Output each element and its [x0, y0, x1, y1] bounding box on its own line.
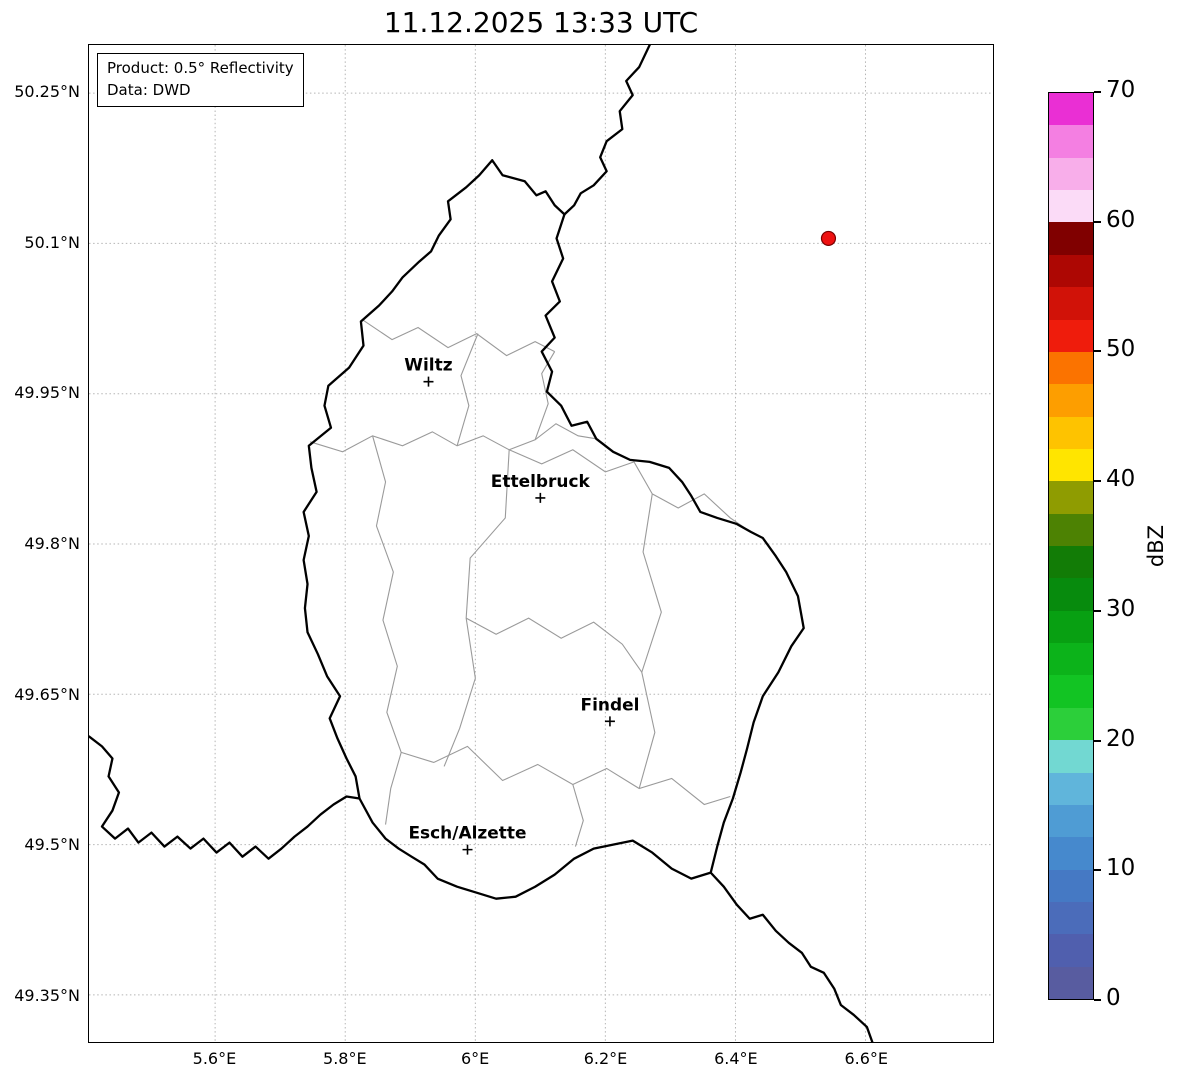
city-label: Wiltz — [404, 355, 452, 375]
colorbar-tick-mark — [1094, 609, 1101, 612]
canton-border — [651, 493, 752, 533]
colorbar-segment — [1049, 416, 1093, 449]
x-tick-label: 5.6°E — [192, 1049, 237, 1068]
y-tick-label: 49.95°N — [14, 383, 80, 403]
canton-border — [309, 431, 510, 453]
colorbar-segment — [1049, 448, 1093, 482]
colorbar-segment — [1049, 157, 1093, 191]
colorbar-segment — [1049, 610, 1093, 644]
colorbar-segment — [1049, 869, 1093, 902]
colorbar-tick-mark — [1094, 480, 1101, 483]
colorbar-segment — [1049, 513, 1093, 547]
map-plot-area: Wiltz Ettelbruck Findel Esch/Alzette Produc… — [88, 44, 994, 1043]
y-tick-label: 50.1°N — [24, 232, 80, 252]
colorbar-segment — [1049, 481, 1093, 514]
x-tick-label: 6°E — [461, 1049, 490, 1068]
colorbar-segment — [1049, 772, 1093, 805]
colorbar-tick-label: 30 — [1106, 595, 1136, 622]
colorbar-segment — [1049, 319, 1093, 352]
canton-border — [572, 784, 584, 847]
colorbar-segment — [1049, 740, 1093, 773]
canton-border — [465, 617, 643, 673]
city-marker — [462, 844, 473, 855]
colorbar-segment — [1049, 804, 1093, 838]
colorbar-segment — [1049, 125, 1093, 158]
colorbar-segment — [1049, 675, 1093, 708]
colorbar-segment — [1049, 93, 1093, 126]
colorbar-tick-label: 40 — [1106, 466, 1136, 493]
colorbar-unit-label: dBZ — [1144, 524, 1168, 568]
city-marker — [535, 492, 546, 503]
y-tick-label: 49.35°N — [14, 985, 80, 1005]
colorbar-segment — [1049, 901, 1093, 935]
colorbar-segment — [1049, 934, 1093, 967]
colorbar-tick-mark — [1094, 220, 1101, 223]
colorbar-tick-label: 20 — [1106, 725, 1136, 752]
y-tick-label: 49.5°N — [24, 835, 80, 855]
info-product: Product: 0.5° Reflectivity — [107, 59, 294, 77]
canton-border — [443, 449, 510, 767]
x-tick-label: 6.6°E — [844, 1049, 889, 1068]
x-tick-label: 6.4°E — [714, 1049, 758, 1068]
canton-border — [456, 333, 479, 446]
city-marker — [604, 716, 615, 727]
colorbar-segment — [1049, 546, 1093, 579]
colorbar-segment — [1049, 190, 1093, 223]
city-marker — [423, 376, 434, 387]
x-tick-label: 5.8°E — [323, 1049, 367, 1068]
map-canvas: Wiltz Ettelbruck Findel Esch/Alzette — [89, 45, 993, 1042]
figure-title: 11.12.2025 13:33 UTC — [383, 6, 699, 39]
y-tick-label: 50.25°N — [14, 82, 80, 102]
colorbar-tick-mark — [1094, 999, 1101, 1001]
city-label: Ettelbruck — [491, 471, 591, 491]
colorbar-segment — [1049, 578, 1093, 611]
colorbar-segment — [1049, 966, 1093, 1000]
country-border — [709, 871, 874, 1042]
y-tick-label: 49.8°N — [24, 534, 80, 553]
colorbar-segment — [1049, 707, 1093, 741]
canton-border — [508, 449, 653, 495]
country-border — [302, 159, 805, 900]
colorbar-tick-label: 10 — [1106, 855, 1136, 882]
colorbar-segment — [1049, 254, 1093, 288]
colorbar-tick-label: 0 — [1106, 985, 1121, 1011]
y-tick-label: 49.65°N — [14, 684, 80, 704]
canton-border — [361, 319, 555, 357]
country-border — [89, 735, 361, 860]
colorbar-segment — [1049, 643, 1093, 676]
canton-border — [638, 493, 662, 789]
colorbar-segment — [1049, 351, 1093, 385]
colorbar-segment — [1049, 222, 1093, 255]
x-tick-label: 6.2°E — [583, 1049, 628, 1068]
colorbar-gradient — [1049, 93, 1093, 1000]
colorbar-tick-label: 70 — [1106, 77, 1136, 103]
colorbar-tick-mark — [1094, 91, 1101, 93]
colorbar-tick-label: 60 — [1106, 206, 1136, 233]
canton-border — [508, 423, 597, 451]
colorbar-segment — [1049, 384, 1093, 417]
info-box: Product: 0.5° Reflectivity Data: DWD — [97, 53, 304, 107]
colorbar-tick-mark — [1094, 350, 1101, 353]
colorbar-segment — [1049, 837, 1093, 870]
radar-echo-dot — [820, 230, 837, 246]
colorbar — [1048, 92, 1094, 1000]
colorbar-tick-mark — [1094, 869, 1101, 872]
canton-border — [401, 745, 731, 806]
country-border — [563, 45, 651, 216]
city-label: Esch/Alzette — [408, 823, 526, 843]
colorbar-segment — [1049, 287, 1093, 320]
info-source: Data: DWD — [107, 80, 191, 99]
city-label: Findel — [580, 694, 639, 714]
colorbar-tick-label: 50 — [1106, 336, 1136, 363]
colorbar-tick-mark — [1094, 739, 1101, 742]
canton-border — [372, 435, 402, 825]
